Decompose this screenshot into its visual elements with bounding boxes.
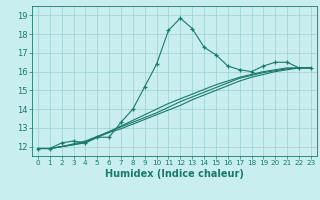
X-axis label: Humidex (Indice chaleur): Humidex (Indice chaleur) bbox=[105, 169, 244, 179]
